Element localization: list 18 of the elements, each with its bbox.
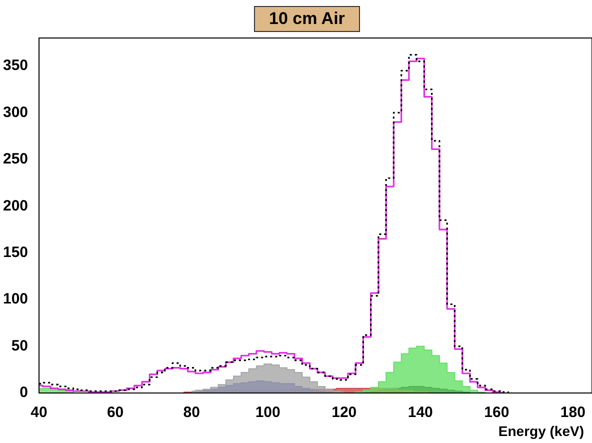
- y-tick-label: 300: [2, 104, 28, 121]
- y-tick-label: 50: [11, 337, 28, 354]
- y-tick-label: 0: [20, 384, 28, 402]
- x-tick-label: 80: [183, 404, 200, 422]
- x-tick-label: 60: [106, 404, 124, 422]
- x-tick-label: 160: [484, 404, 510, 422]
- y-tick-label: 200: [2, 197, 28, 214]
- x-tick-label: 100: [255, 404, 280, 422]
- x-tick-label: 140: [408, 404, 433, 422]
- x-axis-title: Energy (keV): [498, 423, 584, 439]
- y-tick-label: 350: [2, 57, 28, 74]
- x-tick-label: 40: [30, 404, 48, 422]
- x-tick-label: 120: [332, 404, 357, 422]
- x-tick-label: 180: [560, 404, 586, 422]
- y-tick-label: 150: [2, 244, 28, 262]
- y-tick-label: 250: [2, 150, 28, 168]
- y-tick-label: 100: [2, 290, 28, 308]
- chart-title: 10 cm Air: [254, 6, 360, 32]
